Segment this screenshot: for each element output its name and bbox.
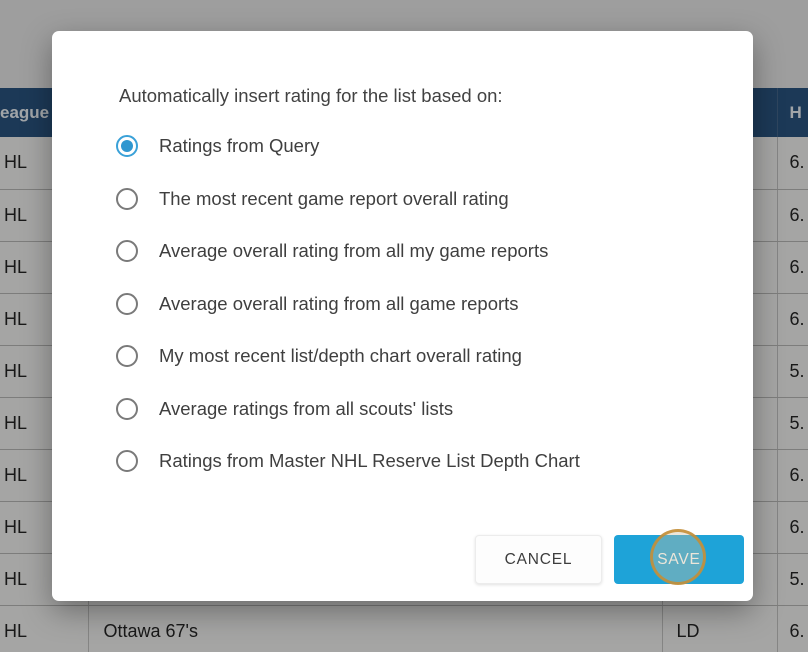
cell-rating: 5.: [777, 345, 808, 398]
cell-rating: 6.: [777, 605, 808, 652]
cell-rating: 5.: [777, 397, 808, 450]
radio-option-5[interactable]: My most recent list/depth chart overall …: [116, 330, 753, 383]
cell-league: HL: [0, 605, 89, 652]
radio-unselected-icon[interactable]: [116, 345, 138, 368]
radio-option-2[interactable]: The most recent game report overall rati…: [116, 173, 753, 226]
radio-option-label: Ratings from Master NHL Reserve List Dep…: [159, 450, 580, 472]
cancel-button[interactable]: CANCEL: [475, 535, 602, 584]
auto-insert-rating-dialog: Automatically insert rating for the list…: [52, 31, 753, 601]
cell-rating: 6.: [777, 449, 808, 502]
radio-option-label: Ratings from Query: [159, 135, 320, 157]
cell-pos: LD: [662, 605, 778, 652]
radio-option-7[interactable]: Ratings from Master NHL Reserve List Dep…: [116, 435, 753, 488]
radio-option-label: Average ratings from all scouts' lists: [159, 397, 454, 419]
radio-option-3[interactable]: Average overall rating from all my game …: [116, 225, 753, 278]
radio-option-label: Average overall rating from all game rep…: [159, 292, 519, 314]
cell-rating: 6.: [777, 293, 808, 346]
radio-unselected-icon[interactable]: [116, 397, 138, 420]
cell-rating: 5.: [777, 553, 808, 606]
cell-rating: 6.: [777, 501, 808, 554]
radio-unselected-icon[interactable]: [116, 292, 138, 315]
radio-unselected-icon[interactable]: [116, 187, 138, 210]
radio-option-label: My most recent list/depth chart overall …: [159, 345, 522, 367]
radio-option-label: The most recent game report overall rati…: [159, 187, 509, 209]
dialog-title: Automatically insert rating for the list…: [119, 85, 503, 106]
radio-option-label: Average overall rating from all my game …: [159, 240, 549, 262]
radio-option-group: Ratings from Query The most recent game r…: [116, 120, 753, 488]
radio-selected-icon[interactable]: [116, 135, 138, 158]
cell-team: Ottawa 67's: [88, 605, 663, 652]
radio-option-4[interactable]: Average overall rating from all game rep…: [116, 278, 753, 331]
radio-option-1[interactable]: Ratings from Query: [116, 120, 753, 173]
cell-rating: 6.: [777, 241, 808, 294]
radio-unselected-icon[interactable]: [116, 240, 138, 263]
radio-unselected-icon[interactable]: [116, 450, 138, 473]
dialog-actions: CANCEL SAVE: [475, 535, 744, 584]
table-row: HL Ottawa 67's LD 6.: [0, 605, 808, 652]
column-header-rating: H: [777, 88, 808, 137]
save-button[interactable]: SAVE: [614, 535, 744, 584]
radio-option-6[interactable]: Average ratings from all scouts' lists: [116, 383, 753, 436]
cell-rating: 6.: [777, 189, 808, 242]
cell-rating: 6.: [777, 137, 808, 190]
